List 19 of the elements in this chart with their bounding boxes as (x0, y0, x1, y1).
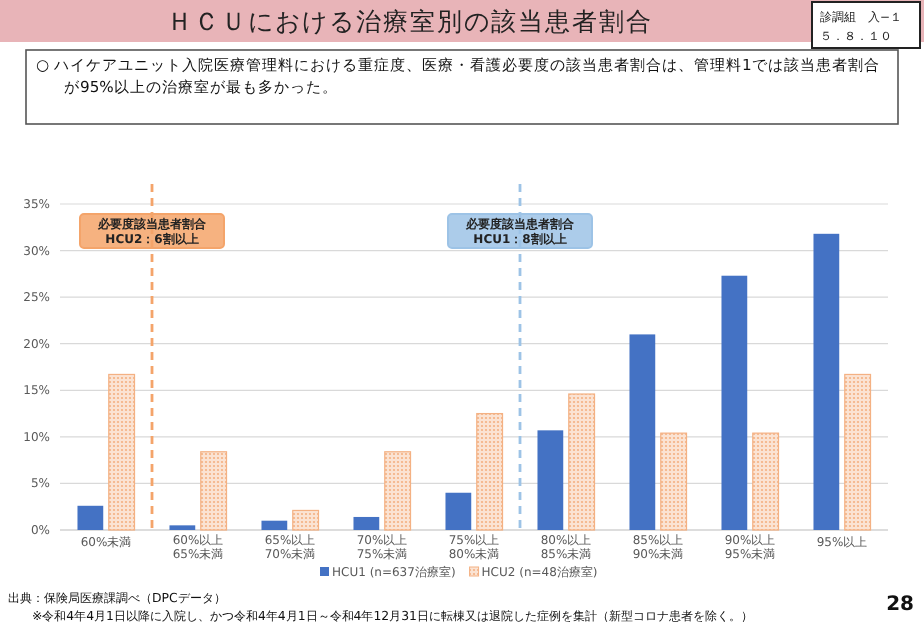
bar (537, 430, 564, 530)
bar (384, 451, 412, 531)
text: 28 (886, 594, 915, 616)
bar (844, 373, 872, 531)
bar (353, 516, 380, 530)
bar (568, 393, 596, 531)
bar (721, 275, 748, 530)
chart-title: ＨＣＵにおける治療室別の該当患者割合 (167, 6, 653, 36)
bar (77, 505, 104, 530)
bar (752, 432, 780, 531)
bar (108, 373, 136, 531)
bar (445, 492, 472, 530)
bar (476, 412, 504, 531)
bar (292, 509, 320, 531)
bar (660, 432, 688, 531)
bar (261, 520, 288, 530)
bar (200, 451, 228, 531)
bar (813, 233, 840, 530)
bar (629, 334, 656, 530)
